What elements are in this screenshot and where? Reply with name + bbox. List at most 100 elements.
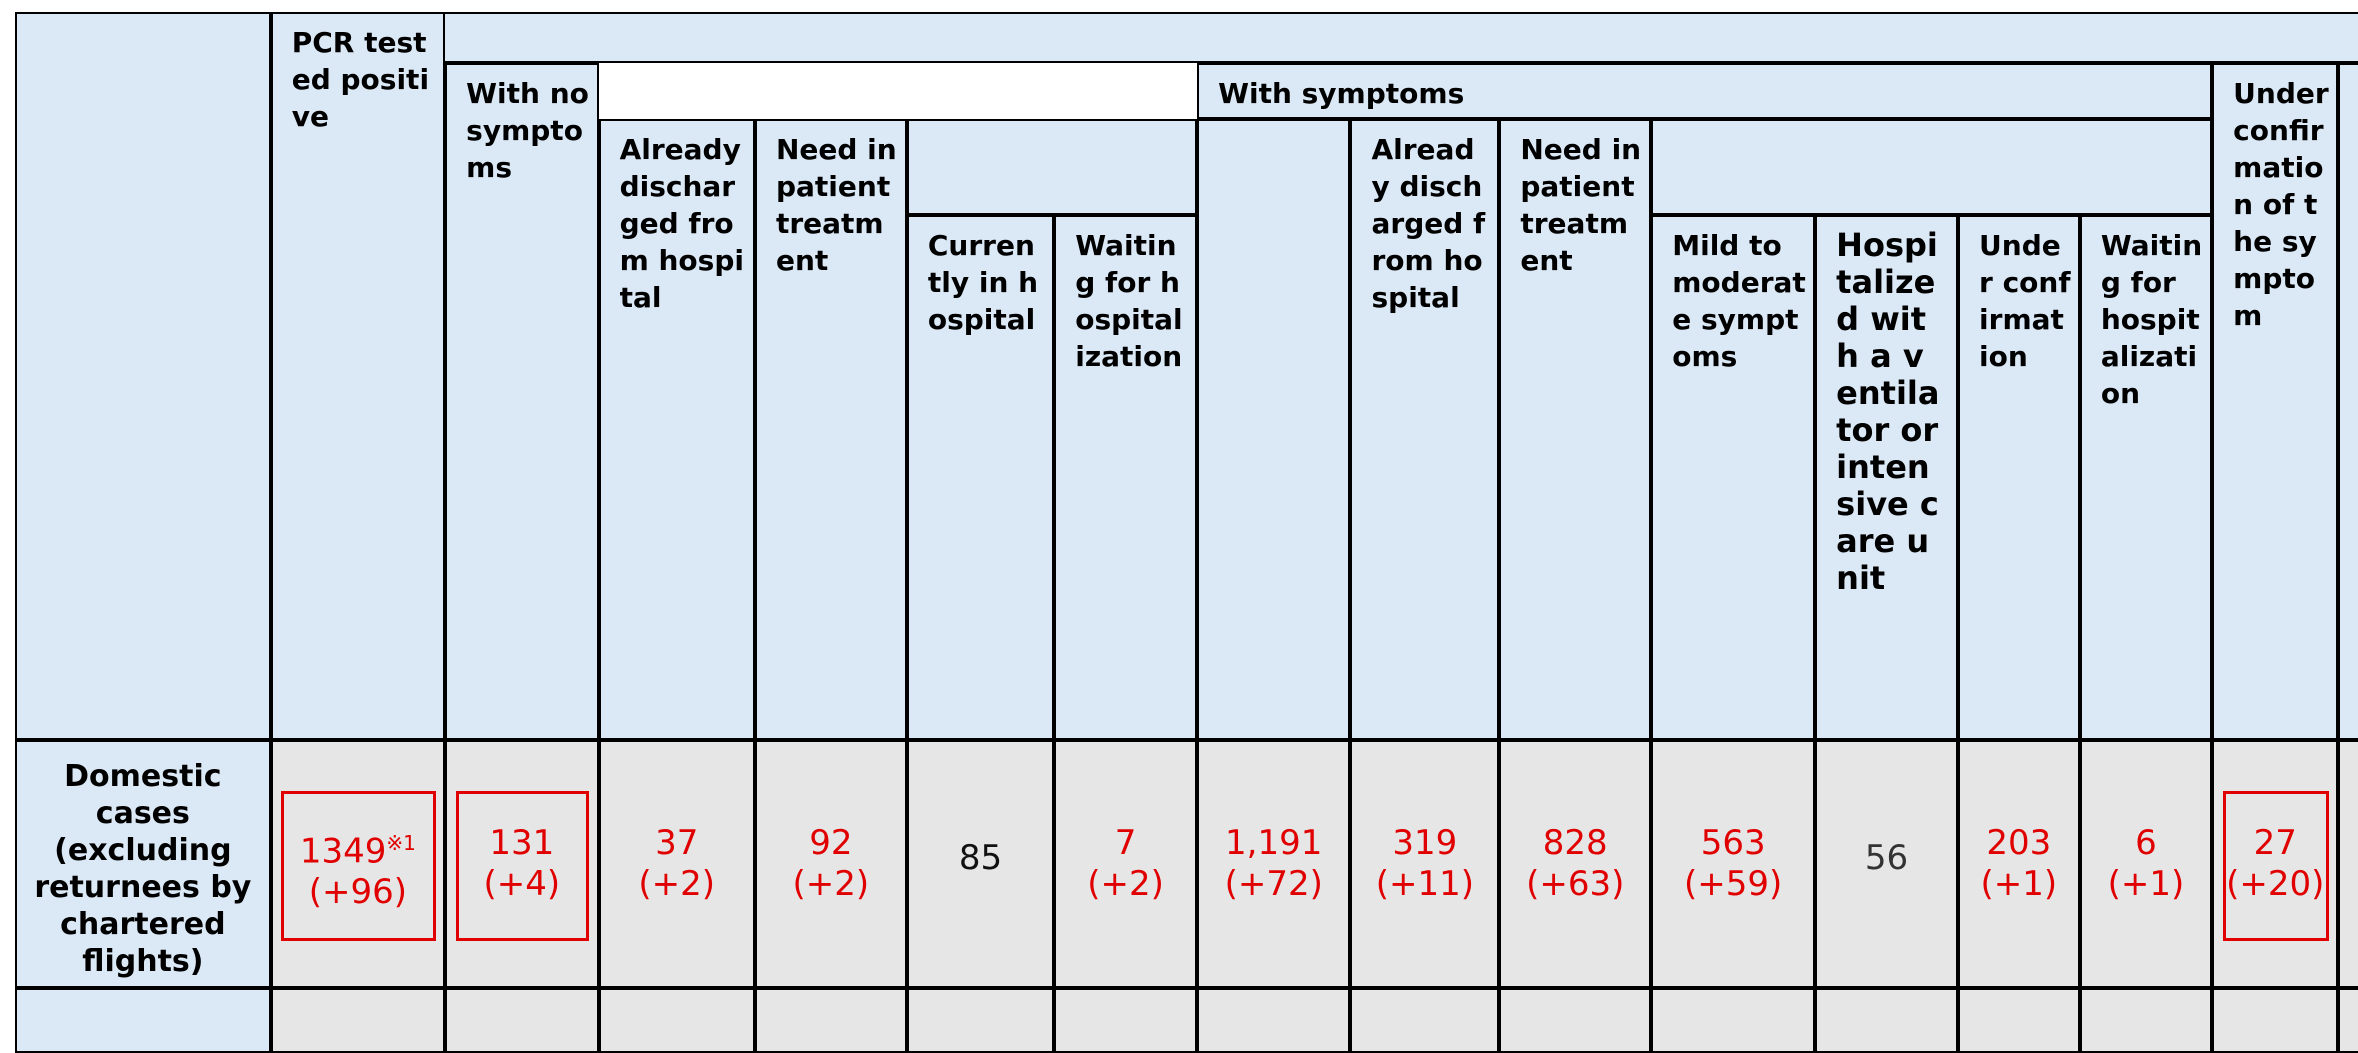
value-number: 1349 [299,830,387,871]
value-number: 92 [809,822,853,863]
value: 1349※1 [271,823,445,872]
value-text: 1,191 (+72) [1197,823,1350,951]
next-row [445,988,599,1053]
header-text: With no symptoms [466,77,589,185]
body-cell [598,739,755,988]
value-text: 828 (+63) [1499,823,1651,951]
next-row [754,988,907,1053]
value-number: 1,191 [1225,822,1323,863]
body-cell [754,739,907,988]
header-cell [1957,215,2080,740]
value-number: 6 [2135,822,2157,863]
value: 131 [445,823,598,864]
header-cell [15,12,271,740]
change: (+2) [1087,863,1164,904]
value-number: 319 [1392,822,1458,863]
header-cell [1197,63,2213,119]
header-cell [1197,118,1351,740]
header-cell [445,63,599,740]
body-cell [1651,739,1816,988]
value: 92 [755,823,907,864]
header-cell [1651,215,1816,740]
header-text: Under confirmation of the symptom [2233,77,2329,333]
body-cell [1499,739,1652,988]
change: (+4) [483,863,561,904]
body-cell [2338,739,2358,988]
change: (+96) [308,871,408,912]
next-row [1054,988,1198,1053]
header-text: Waiting for hospitalization [1075,229,1183,374]
value-number: 7 [1114,822,1137,863]
value-number: 828 [1542,822,1608,863]
value-number: 27 [2253,822,2297,863]
header-cell [2079,215,2213,740]
highlight-box [455,791,590,942]
value: 6 [2080,823,2212,864]
value-text: 27 (+20) [2212,823,2338,951]
value-text: 6 (+1) [2080,823,2212,951]
next-row [270,988,446,1053]
highlight-box [281,791,437,942]
header-cell [2338,63,2358,740]
value-text: 131 (+4) [445,823,598,951]
change: (+11) [1375,863,1474,904]
change: (+2) [638,863,716,904]
value-text: 319 (+11) [1350,823,1499,951]
header-cell [906,118,1198,216]
next-row [2212,988,2339,1053]
body-cell [906,739,1055,988]
header-cell [1054,215,1198,740]
page: PCR tested positive With no symptoms Alrea… [15,12,2358,1053]
next-row [1197,988,1351,1053]
header-cell [906,215,1055,740]
value-text: 85 [907,838,1054,966]
body-cell [2212,739,2339,988]
value: 37 [599,823,755,864]
header-cell [754,118,907,740]
value: 563 [1651,823,1815,864]
change: (+20) [2226,863,2325,904]
next-row [1499,988,1652,1053]
body-cell [1815,739,1958,988]
next-row [1651,988,1816,1053]
value-number: 563 [1700,822,1766,863]
next-row [598,988,755,1053]
header-text: Need inpatient treatment [1520,132,1642,277]
value-text: 56 [1815,838,1958,966]
value: 85 [907,838,1054,879]
header-text: Waiting for hospitalization [2100,229,2203,411]
header-text: Under confirmation [1979,229,2071,374]
body-cell [2079,739,2213,988]
body-cell [1350,739,1500,988]
value-number: 131 [489,822,555,863]
header-cell [598,118,755,740]
next-row [15,988,271,1053]
header-text: Already discharged from hospital [1371,132,1486,314]
change: (+59) [1684,863,1783,904]
header-text: Mild to moderate symptoms [1672,229,1806,374]
value-text: 92 (+2) [755,823,907,951]
value: 7 [1054,823,1197,864]
header-text: Need inpatient treatment [775,132,897,277]
value-number: 203 [1986,822,2052,863]
next-row [1350,988,1500,1053]
header-cell [1499,118,1652,740]
header-cell [270,12,2358,64]
value-text: 203 (+1) [1958,823,2080,951]
body-cell [1197,739,1351,988]
header-text: With symptoms [1218,77,1465,111]
header-text: PCR tested positive [291,26,430,134]
change: (+1) [1980,863,2058,904]
next-row [2079,988,2213,1053]
next-row [906,988,1055,1053]
value: 1,191 [1197,823,1350,864]
next-row [2338,988,2358,1053]
value: 828 [1499,823,1651,864]
row-header [15,739,271,988]
value: 319 [1350,823,1499,864]
value-text: 7 (+2) [1054,823,1197,951]
change: (+1) [2107,863,2185,904]
value-text: 1349※1 (+96) [271,823,445,951]
header-cell [1815,215,1958,740]
header-text: Hospitalized with a ventilator or intens… [1836,226,1940,598]
